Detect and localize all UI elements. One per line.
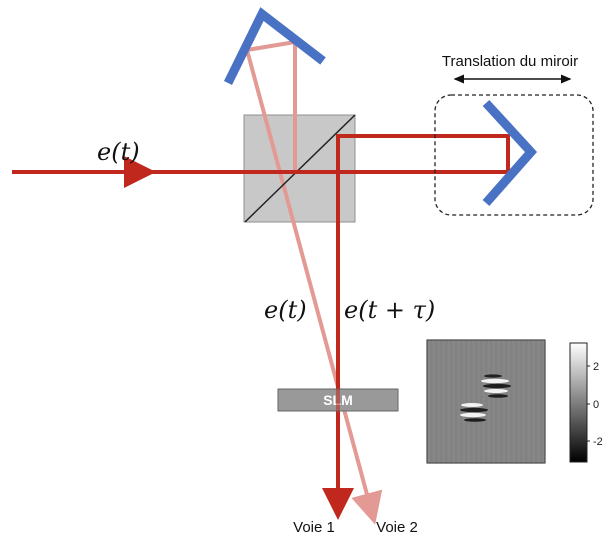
translation-box bbox=[434, 94, 594, 216]
arm2-field-label: e(t + τ) bbox=[344, 296, 435, 324]
input-field-label: e(t) bbox=[97, 138, 140, 166]
colorbar-tick-minus2: -2 bbox=[593, 436, 603, 448]
faint-beam bbox=[244, 39, 383, 525]
voie2-label: Voie 2 bbox=[376, 519, 418, 536]
beamsplitter-diagonal bbox=[244, 114, 356, 223]
colorbar-tick-0: 0 bbox=[593, 399, 599, 411]
colorbar: 2 0 -2 bbox=[569, 342, 603, 463]
voie1-label: Voie 1 bbox=[293, 519, 335, 536]
fixed-mirror bbox=[223, 7, 326, 85]
translation-label: Translation du miroir bbox=[442, 53, 578, 70]
slm-phase-image bbox=[426, 339, 546, 464]
moving-mirror bbox=[482, 99, 538, 206]
colorbar-tick-2: 2 bbox=[593, 361, 599, 373]
arm1-field-label: e(t) bbox=[264, 296, 307, 324]
